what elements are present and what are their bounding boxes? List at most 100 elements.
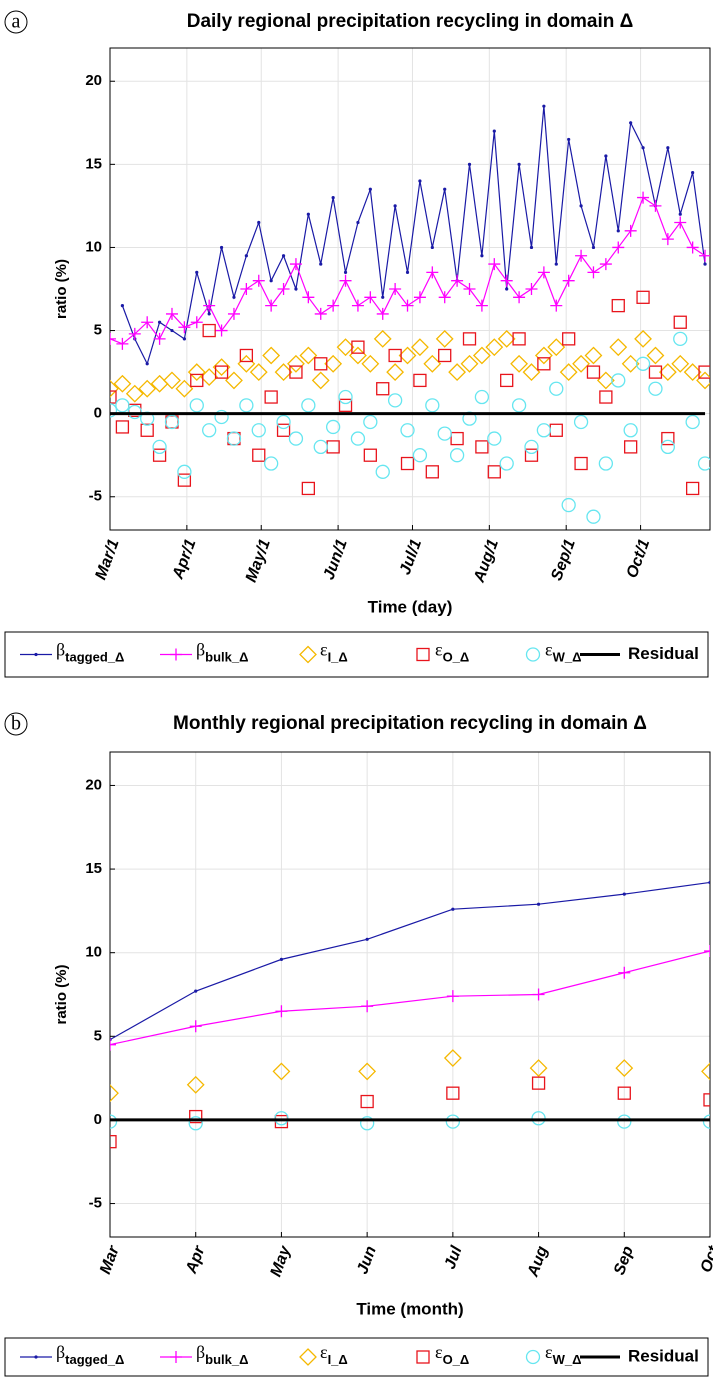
point xyxy=(141,316,154,329)
x-tick-label: Jun/1 xyxy=(321,537,351,582)
point xyxy=(562,332,576,346)
point xyxy=(145,362,149,366)
point xyxy=(525,1349,541,1365)
point xyxy=(274,363,293,382)
point xyxy=(351,340,365,354)
x-tick-label: Aug xyxy=(524,1244,551,1280)
point xyxy=(562,274,575,287)
point xyxy=(289,258,302,271)
point xyxy=(438,348,452,363)
point xyxy=(275,1005,288,1018)
point xyxy=(189,1020,202,1033)
point xyxy=(554,262,558,266)
point xyxy=(513,291,526,304)
point xyxy=(239,398,254,413)
point xyxy=(212,358,231,377)
point xyxy=(636,290,650,304)
point xyxy=(475,440,489,454)
point xyxy=(188,1116,203,1131)
point xyxy=(351,299,364,312)
point xyxy=(500,373,514,388)
y-tick-label: 0 xyxy=(94,1111,102,1128)
point xyxy=(110,1135,117,1149)
point xyxy=(624,224,637,237)
point xyxy=(629,121,633,125)
point xyxy=(549,423,563,437)
point xyxy=(416,1350,430,1364)
plot-frame xyxy=(109,751,711,1238)
point xyxy=(550,299,563,312)
plot-area xyxy=(110,104,710,524)
point xyxy=(634,329,652,348)
point xyxy=(393,204,397,208)
point xyxy=(327,299,340,312)
point xyxy=(536,423,552,438)
point xyxy=(641,146,645,150)
y-tick-label: 15 xyxy=(85,155,102,172)
point xyxy=(153,332,166,345)
point xyxy=(401,299,414,312)
point xyxy=(226,431,242,446)
point xyxy=(314,357,328,371)
point xyxy=(615,1059,634,1078)
legend-label: εO_Δ xyxy=(435,1342,469,1367)
plot-area xyxy=(110,880,710,1149)
x-tick-label: Mar/1 xyxy=(92,537,122,582)
point xyxy=(532,988,545,1001)
point xyxy=(575,249,588,262)
legend-label: εO_Δ xyxy=(435,640,469,665)
point xyxy=(500,274,513,287)
point xyxy=(252,274,265,287)
point xyxy=(125,384,144,403)
point xyxy=(685,414,700,430)
series-line xyxy=(110,950,710,1046)
point xyxy=(617,1086,631,1100)
legend-symbol: ε xyxy=(320,640,328,660)
point xyxy=(277,283,290,295)
point xyxy=(542,104,546,108)
point xyxy=(110,332,116,345)
point xyxy=(699,249,710,262)
point xyxy=(202,423,217,438)
point xyxy=(497,329,516,348)
point xyxy=(34,652,38,657)
point xyxy=(549,381,564,396)
legend-label: βtagged_Δ xyxy=(56,640,124,665)
y-axis-label: ratio (%) xyxy=(53,259,70,319)
point xyxy=(264,390,278,404)
point xyxy=(574,456,588,471)
point xyxy=(194,989,198,993)
point xyxy=(195,270,199,274)
point xyxy=(622,892,626,896)
point xyxy=(529,245,534,250)
point xyxy=(462,332,477,346)
point xyxy=(110,1038,116,1051)
point xyxy=(591,245,596,250)
point xyxy=(214,365,229,379)
point xyxy=(412,448,428,463)
point xyxy=(584,346,603,365)
point xyxy=(356,220,360,225)
point xyxy=(113,374,132,393)
y-tick-label: 5 xyxy=(94,1027,102,1044)
point xyxy=(336,338,355,357)
point xyxy=(637,191,650,204)
point xyxy=(387,393,403,408)
point xyxy=(499,456,514,471)
point xyxy=(110,379,119,398)
point xyxy=(534,346,553,365)
point xyxy=(363,414,378,430)
x-tick-label: Oct xyxy=(698,1243,713,1275)
point xyxy=(338,389,353,405)
legend-symbol: β xyxy=(196,1342,205,1362)
legend-label: εW_Δ xyxy=(545,640,581,665)
legend-label: βbulk_Δ xyxy=(196,1342,248,1367)
point xyxy=(324,354,343,373)
point xyxy=(140,411,155,426)
point xyxy=(635,356,651,371)
point xyxy=(301,398,316,413)
x-tick-label: Jul/1 xyxy=(397,537,425,577)
point xyxy=(178,321,191,334)
point xyxy=(683,363,702,382)
legend-subscript: tagged_Δ xyxy=(65,1352,124,1367)
